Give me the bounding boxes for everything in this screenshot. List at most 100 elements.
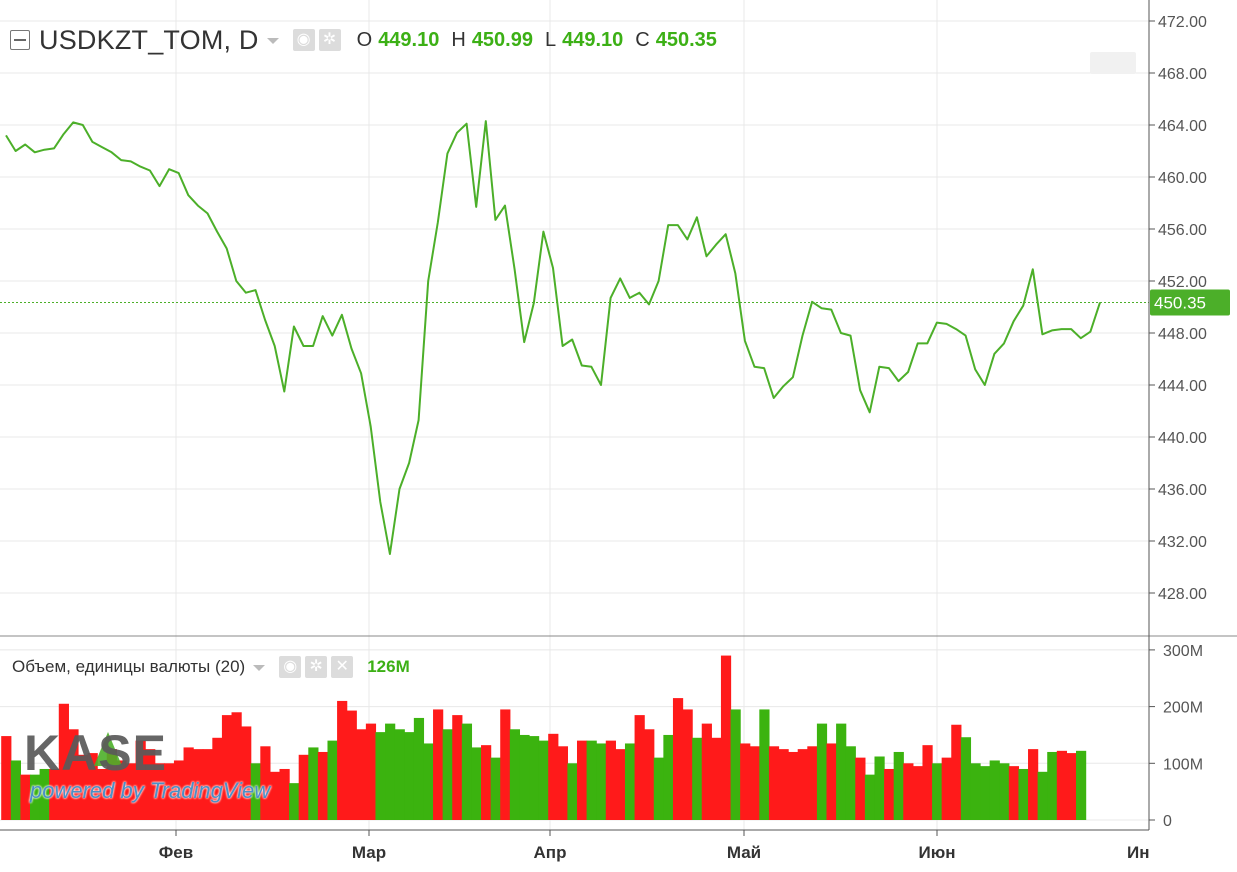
- volume-bar: [615, 749, 626, 820]
- volume-bar: [250, 763, 261, 820]
- volume-bar: [97, 768, 108, 820]
- volume-bar: [529, 736, 540, 820]
- volume-bar: [241, 726, 252, 820]
- volume-bar: [903, 763, 914, 820]
- price-tick-label: 456.00: [1158, 222, 1207, 239]
- volume-bar: [231, 712, 242, 820]
- volume-bar: [586, 740, 597, 820]
- volume-bar: [749, 746, 760, 820]
- volume-bar: [20, 774, 31, 820]
- volume-bar: [999, 763, 1010, 820]
- volume-bar: [346, 710, 357, 820]
- chevron-down-icon[interactable]: [266, 38, 279, 44]
- volume-bar: [154, 763, 165, 820]
- volume-bar: [68, 729, 79, 820]
- volume-bar: [29, 774, 41, 820]
- volume-bar: [298, 754, 309, 820]
- volume-bar: [1018, 768, 1029, 820]
- volume-bar: [960, 737, 972, 820]
- watermark[interactable]: KASE powered by TradingView: [24, 728, 270, 802]
- volume-bar: [826, 743, 837, 820]
- powered-by-label: powered by TradingView: [30, 778, 271, 803]
- volume-bar: [481, 745, 492, 820]
- volume-bar: [116, 760, 127, 820]
- volume-bar: [682, 709, 693, 820]
- gear-icon[interactable]: ✲: [318, 29, 341, 51]
- volume-bar: [644, 729, 655, 820]
- volume-bar: [519, 734, 530, 820]
- volume-bar: [884, 768, 895, 820]
- chevron-down-icon[interactable]: [253, 665, 266, 671]
- volume-bar: [576, 740, 588, 820]
- volume-bar: [548, 733, 559, 820]
- volume-bar: [1008, 766, 1020, 820]
- main-legend: USDKZT_TOM, D ◉ ✲ O 449.10 H 450.99 L 44…: [10, 24, 717, 56]
- volume-bar: [49, 768, 60, 820]
- volume-title[interactable]: Объем, единицы валюты (20): [12, 657, 246, 676]
- volume-bar: [893, 751, 904, 820]
- volume-bar: [807, 746, 818, 820]
- volume-bar: [509, 729, 521, 820]
- volume-bar: [58, 703, 69, 820]
- gear-icon[interactable]: ✲: [305, 656, 328, 678]
- eye-icon[interactable]: ◉: [279, 656, 302, 678]
- volume-bar: [720, 655, 732, 820]
- volume-bar: [279, 768, 290, 820]
- volume-bar: [87, 753, 98, 820]
- volume-bar: [77, 754, 89, 820]
- eye-icon[interactable]: ◉: [292, 29, 315, 51]
- volume-bar: [423, 743, 434, 820]
- volume-bar: [317, 751, 329, 820]
- volume-bar: [1, 736, 12, 820]
- volume-bar: [816, 723, 828, 820]
- volume-value: 126M: [367, 657, 410, 676]
- volume-axis[interactable]: 300M 200M 100M 0: [1149, 643, 1203, 830]
- volume-bar: [653, 757, 664, 820]
- time-axis[interactable]: Фев Мар Апр Май Июн Ин: [159, 830, 1150, 862]
- volume-bar: [663, 734, 674, 820]
- price-tick-label: 472.00: [1158, 14, 1207, 31]
- volume-bar: [605, 740, 616, 820]
- volume-bar: [557, 746, 568, 820]
- price-tick-label: 440.00: [1158, 430, 1207, 447]
- volume-bar: [932, 763, 943, 820]
- volume-bar: [413, 717, 425, 820]
- volume-bar: [327, 740, 338, 820]
- volume-bar: [922, 745, 933, 820]
- volume-bar: [730, 709, 741, 820]
- volume-bar: [1066, 753, 1077, 820]
- volume-bar: [164, 763, 175, 820]
- volume-bar: [874, 756, 885, 820]
- volume-bar: [672, 698, 684, 820]
- volume-bar: [778, 749, 789, 820]
- close-label: C: [635, 28, 650, 51]
- time-tick-label: Фев: [159, 843, 193, 862]
- collapse-icon[interactable]: [10, 30, 30, 50]
- price-tick-label: 468.00: [1158, 66, 1207, 83]
- volume-bar: [951, 724, 962, 820]
- volume-bar: [624, 743, 636, 820]
- kase-logo: KASE: [24, 725, 167, 781]
- price-tick-label: 444.00: [1158, 378, 1207, 395]
- hidden-toolbar-button[interactable]: [1090, 52, 1136, 74]
- volume-bar: [289, 783, 300, 820]
- volume-bar: [404, 732, 415, 820]
- close-icon[interactable]: ✕: [331, 656, 354, 678]
- volume-bar: [1037, 771, 1048, 820]
- volume-bar: [375, 732, 386, 820]
- volume-bar: [634, 715, 645, 820]
- volume-bar: [39, 768, 50, 820]
- symbol-title[interactable]: USDKZT_TOM, D: [39, 24, 259, 55]
- volume-bar: [855, 757, 866, 820]
- last-price-label-text: 450.35: [1154, 293, 1206, 312]
- volume-bar: [768, 746, 780, 820]
- volume-bar: [173, 760, 185, 820]
- price-tick-label: 436.00: [1158, 482, 1207, 499]
- volume-bar: [836, 723, 847, 820]
- volume-bar: [1056, 750, 1068, 820]
- volume-bar: [845, 746, 856, 820]
- low-label: L: [544, 28, 557, 51]
- volume-bar: [308, 747, 319, 820]
- price-axis[interactable]: 472.00 468.00 464.00 460.00 456.00 452.00 448.…: [1149, 14, 1207, 603]
